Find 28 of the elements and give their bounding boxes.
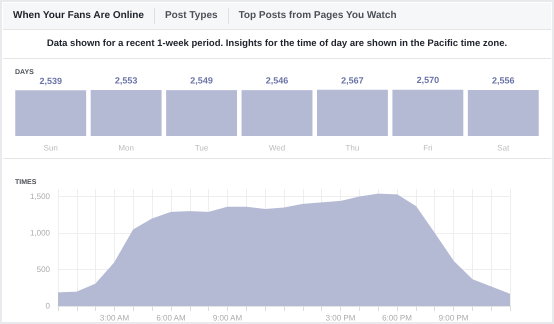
data-label: 2,556 [492, 75, 515, 86]
x-tick-label: 9:00 AM [212, 314, 243, 322]
data-label: 2,546 [266, 76, 288, 86]
y-tick-label: 1,000 [30, 228, 51, 238]
text: Top Posts from Pages You Watch [228, 8, 407, 24]
data-label: 2,539 [39, 76, 62, 86]
data-label: 2,553 [114, 76, 138, 86]
data-label: 2,570 [416, 75, 440, 86]
x-tick-label: 3:00 PM [326, 314, 356, 322]
x-tick-label: Thu [346, 144, 360, 152]
text: When Your Fans Are Online [12, 9, 145, 23]
data-label: 2,549 [190, 76, 213, 86]
x-tick-label: 3:00 AM [100, 314, 130, 322]
x-tick-label: Fri [423, 144, 433, 152]
chart-subtitle: Data shown for a recent 1-week period. Insights for the time of day are shown in the Pacific time zone. [3, 30, 551, 59]
x-tick-label: 6:00 AM [156, 314, 186, 322]
text: Post Types [154, 8, 228, 24]
x-tick-label: Wed [268, 144, 286, 152]
x-tick-label: 9:00 PM [438, 314, 469, 322]
x-tick-label: Tue [194, 144, 209, 152]
x-tick-label: Sun [44, 144, 58, 152]
x-tick-label: 6:00 PM [382, 314, 412, 322]
data-label: 2,567 [341, 75, 364, 86]
y-tick-label: 500 [36, 264, 51, 274]
y-tick-label: 1,500 [30, 192, 51, 201]
x-tick-label: Mon [118, 144, 134, 152]
x-tick-label: Sat [497, 144, 510, 152]
y-tick-label: 0 [46, 302, 51, 310]
